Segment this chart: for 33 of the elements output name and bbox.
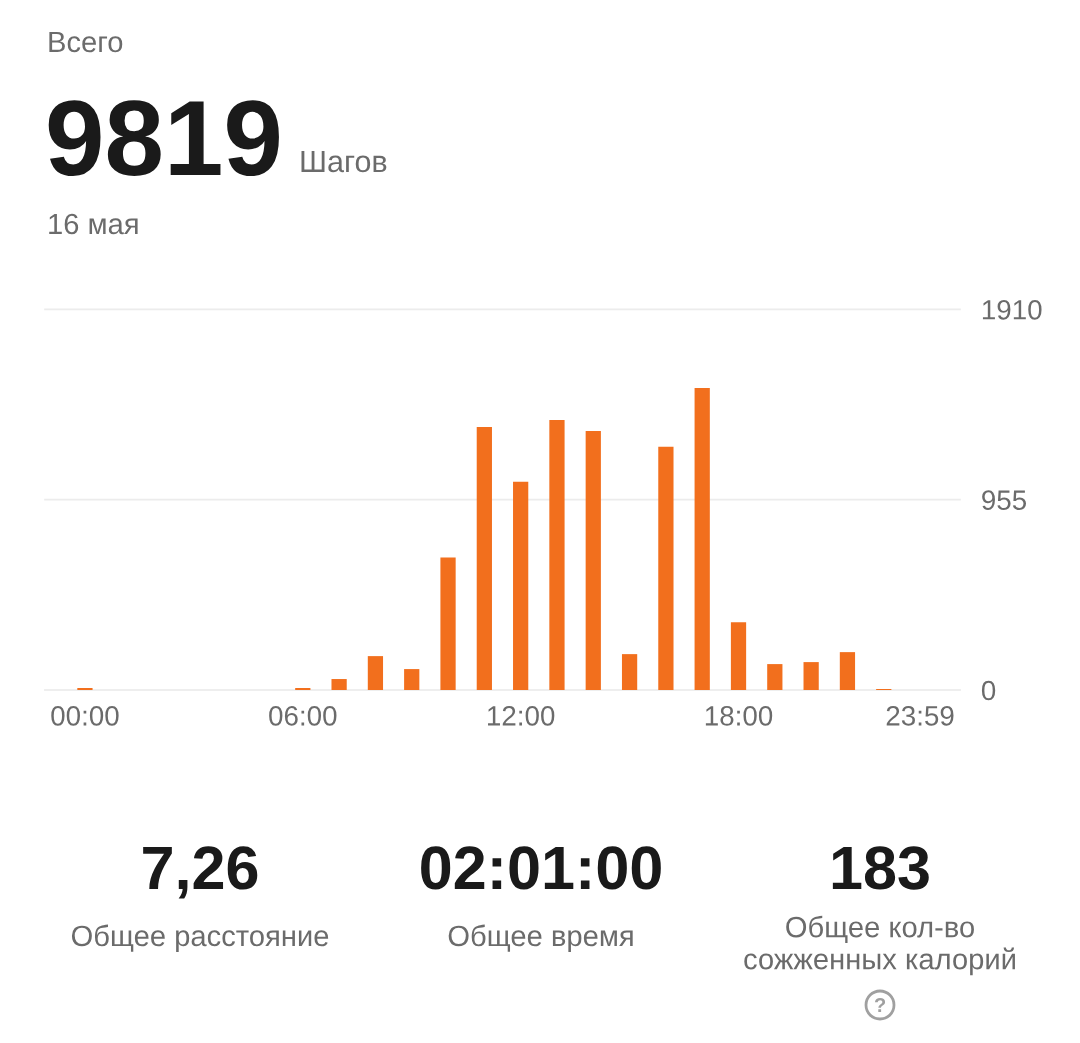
bar — [694, 388, 710, 690]
bar — [730, 622, 747, 690]
x-tick-label: 00:00 — [51, 706, 119, 726]
x-tick-label: 18:00 — [705, 706, 773, 726]
bar — [621, 654, 638, 690]
text: 183 — [832, 846, 929, 890]
text: 16 мая — [49, 213, 138, 235]
text: Общее расстояние — [71, 924, 329, 953]
bar — [513, 481, 529, 690]
bar — [331, 679, 347, 690]
bar — [440, 557, 456, 690]
text: Шагов — [301, 150, 387, 173]
bar — [803, 662, 819, 690]
x-tick-label: 12:00 — [488, 706, 555, 726]
x-tick-label: 06:00 — [269, 706, 337, 726]
bar — [404, 669, 420, 690]
text: Общее кол-во сожженных калорий — [744, 915, 1015, 976]
text: Общее время — [448, 924, 633, 953]
bar — [767, 664, 783, 690]
bar — [658, 446, 674, 690]
bar — [476, 426, 492, 690]
bar — [585, 430, 601, 690]
y-tick-label: 0 — [981, 680, 996, 701]
y-tick-label: 1910 — [982, 299, 1042, 320]
y-tick-label: 955 — [982, 490, 1027, 510]
text: 02:01:00 — [421, 846, 661, 890]
bar — [367, 656, 384, 690]
bar — [549, 419, 565, 690]
text: 9819 — [48, 100, 279, 177]
x-tick-label: 23:59 — [886, 706, 954, 726]
chart-title: Всего — [49, 31, 123, 53]
bar — [839, 652, 856, 690]
text: 7,26 — [143, 846, 258, 899]
